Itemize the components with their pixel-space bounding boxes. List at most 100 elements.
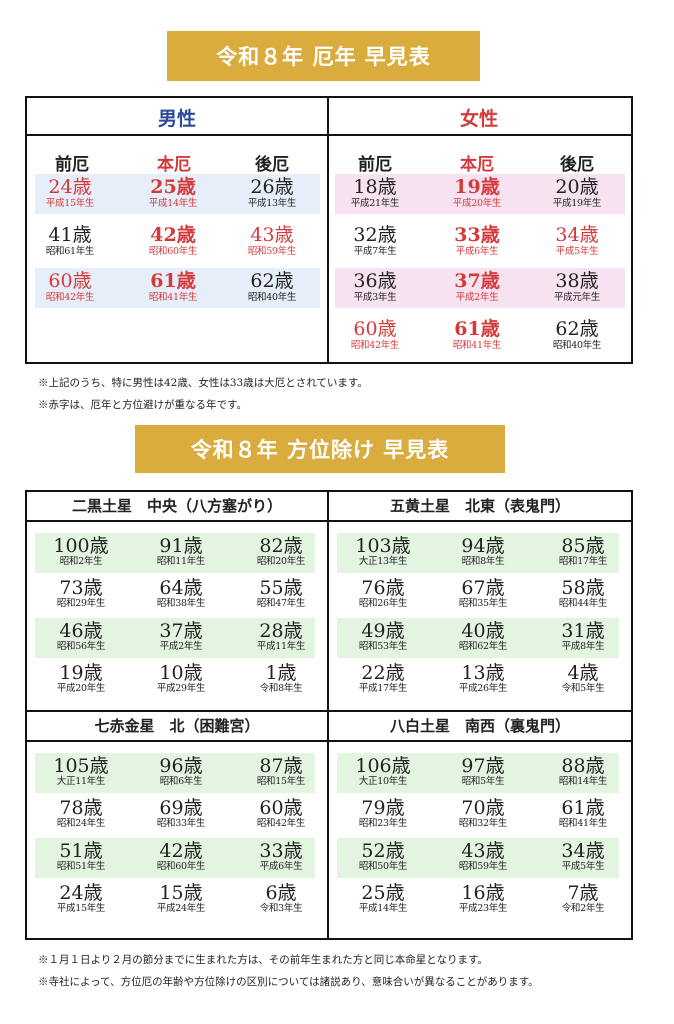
houi-title-banner: 令和８年 方位除け 早見表 xyxy=(135,425,505,473)
age-value: 51歳 xyxy=(59,840,103,862)
divider xyxy=(327,492,329,938)
age-cell: 28歳 平成11年生 xyxy=(231,622,331,652)
age-cell: 52歳 昭和50年生 xyxy=(333,842,433,872)
female-col-main: 本厄 xyxy=(460,155,494,175)
age-cell: 24歳 平成15年生 xyxy=(31,884,131,914)
birth-year: 昭和20年生 xyxy=(256,556,306,567)
birth-year: 昭和38年生 xyxy=(156,598,206,609)
age-value: 82歳 xyxy=(259,535,303,557)
age-value: 4歳 xyxy=(567,662,599,684)
age-cell: 97歳 昭和5年生 xyxy=(433,757,533,787)
age-value: 64歳 xyxy=(159,577,203,599)
birth-year: 昭和6年生 xyxy=(159,776,203,787)
female-post-cell: 38歳 平成元年生 xyxy=(553,270,600,303)
male-post-cell: 62歳 昭和40年生 xyxy=(247,270,297,303)
age-cell: 70歳 昭和32年生 xyxy=(433,799,533,829)
age-cell: 46歳 昭和56年生 xyxy=(31,622,131,652)
note-daiyaku: ※上記のうち、特に男性は42歳、女性は33歳は大厄とされています。 xyxy=(38,377,368,389)
female-heading: 女性 xyxy=(459,108,498,130)
age-value: 52歳 xyxy=(361,840,405,862)
birth-year: 昭和32年生 xyxy=(458,818,508,829)
birth-year: 平成15年生 xyxy=(56,903,106,914)
age-cell: 7歳 令和2年生 xyxy=(533,884,633,914)
houi-table: 二黒土星 中央（八方塞がり） 100歳 昭和2年生 91歳 昭和11年生 82歳 昭和20年… xyxy=(25,490,633,940)
birth-year: 昭和29年生 xyxy=(56,598,106,609)
age-value: 13歳 xyxy=(461,662,505,684)
age-cell: 103歳 大正13年生 xyxy=(333,537,433,567)
age-cell: 37歳 平成2年生 xyxy=(131,622,231,652)
birth-year: 平成2年生 xyxy=(159,641,203,652)
age-cell: 105歳 大正11年生 xyxy=(31,757,131,787)
male-main-cell: 42歳 昭和60年生 xyxy=(148,224,198,257)
age-value: 67歳 xyxy=(461,577,505,599)
age-cell: 67歳 昭和35年生 xyxy=(433,579,533,609)
birth-year: 平成5年生 xyxy=(561,861,605,872)
female-post-cell: 34歳 平成5年生 xyxy=(555,224,599,257)
age-cell: 6歳 令和3年生 xyxy=(231,884,331,914)
age-value: 87歳 xyxy=(259,755,303,777)
note-red-text: ※赤字は、厄年と方位避けが重なる年です。 xyxy=(38,399,247,411)
age-value: 42歳 xyxy=(159,840,203,862)
age-value: 7歳 xyxy=(567,882,599,904)
age-value: 49歳 xyxy=(361,620,405,642)
birth-year: 令和2年生 xyxy=(561,903,605,914)
female-pre-cell: 36歳 平成3年生 xyxy=(353,270,397,303)
female-main-cell: 61歳 昭和41年生 xyxy=(452,318,502,351)
age-value: 46歳 xyxy=(59,620,103,642)
male-pre-cell: 41歳 昭和61年生 xyxy=(45,224,95,257)
row-band xyxy=(337,838,619,878)
birth-year: 平成24年生 xyxy=(156,903,206,914)
birth-year: 平成11年生 xyxy=(256,641,306,652)
note-setsubun: ※１月１日より２月の節分までに生まれた方は、その前年生まれた方と同じ本命星となり… xyxy=(38,954,488,966)
age-cell: 79歳 昭和23年生 xyxy=(333,799,433,829)
age-cell: 51歳 昭和51年生 xyxy=(31,842,131,872)
age-cell: 42歳 昭和60年生 xyxy=(131,842,231,872)
row-band xyxy=(35,533,315,573)
birth-year: 昭和11年生 xyxy=(156,556,206,567)
age-cell: 49歳 昭和53年生 xyxy=(333,622,433,652)
age-cell: 100歳 昭和2年生 xyxy=(31,537,131,567)
age-cell: 25歳 平成14年生 xyxy=(333,884,433,914)
male-col-post: 後厄 xyxy=(255,155,289,175)
age-value: 25歳 xyxy=(361,882,405,904)
age-cell: 10歳 平成29年生 xyxy=(131,664,231,694)
birth-year: 平成14年生 xyxy=(358,903,408,914)
row-band xyxy=(35,838,315,878)
birth-year: 大正13年生 xyxy=(358,556,408,567)
age-value: 76歳 xyxy=(361,577,405,599)
male-main-cell: 61歳 昭和41年生 xyxy=(148,270,198,303)
birth-year: 昭和56年生 xyxy=(56,641,106,652)
birth-year: 令和8年生 xyxy=(259,683,303,694)
birth-year: 昭和2年生 xyxy=(59,556,103,567)
row-band xyxy=(337,533,619,573)
age-cell: 76歳 昭和26年生 xyxy=(333,579,433,609)
age-value: 69歳 xyxy=(159,797,203,819)
age-value: 79歳 xyxy=(361,797,405,819)
age-cell: 13歳 平成26年生 xyxy=(433,664,533,694)
age-cell: 69歳 昭和33年生 xyxy=(131,799,231,829)
age-cell: 22歳 平成17年生 xyxy=(333,664,433,694)
age-cell: 16歳 平成23年生 xyxy=(433,884,533,914)
male-band xyxy=(35,268,320,308)
female-post-cell: 20歳 平成19年生 xyxy=(552,176,602,209)
row-band xyxy=(35,753,315,793)
age-value: 37歳 xyxy=(159,620,203,642)
age-value: 28歳 xyxy=(259,620,303,642)
male-post-cell: 43歳 昭和59年生 xyxy=(247,224,297,257)
birth-year: 昭和14年生 xyxy=(558,776,608,787)
age-value: 16歳 xyxy=(461,882,505,904)
age-cell: 4歳 令和5年生 xyxy=(533,664,633,694)
quadrant-heading: 七赤金星 北（困難宮） xyxy=(27,712,327,742)
birth-year: 昭和47年生 xyxy=(256,598,306,609)
birth-year: 平成23年生 xyxy=(458,903,508,914)
female-pre-cell: 60歳 昭和42年生 xyxy=(350,318,400,351)
yakudoshi-table: 男性 女性 前厄 本厄 後厄 前厄 本厄 後厄 24歳 平成15年生 25歳 平成1… xyxy=(25,96,633,364)
birth-year: 昭和51年生 xyxy=(56,861,106,872)
age-value: 61歳 xyxy=(561,797,605,819)
age-value: 6歳 xyxy=(265,882,297,904)
male-pre-cell: 60歳 昭和42年生 xyxy=(45,270,95,303)
male-pre-cell: 24歳 平成15年生 xyxy=(45,176,95,209)
age-value: 15歳 xyxy=(159,882,203,904)
age-value: 40歳 xyxy=(461,620,505,642)
age-value: 91歳 xyxy=(159,535,203,557)
